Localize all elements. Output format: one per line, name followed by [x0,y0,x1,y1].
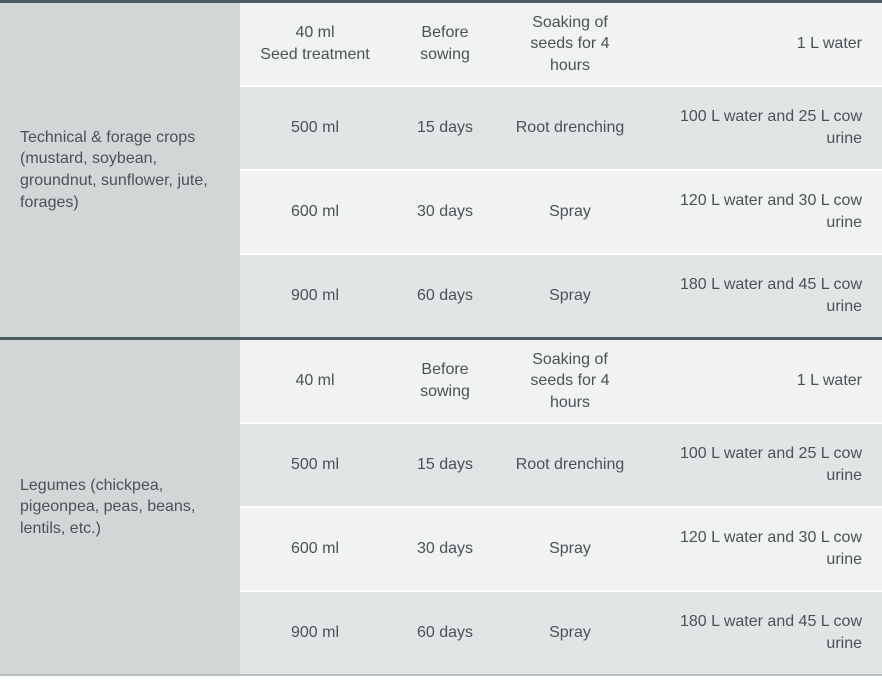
cell-method: Soaking of seeds for 4 hours [500,340,640,422]
cell-dose: 600 ml [240,171,390,253]
cell-dilution: 1 L water [640,3,882,85]
cell-dilution: 120 L water and 30 L cow urine [640,508,882,590]
cell-timing: 30 days [390,171,500,253]
table-border-bottom [0,674,882,676]
table: Technical & forage crops (mustard, soybe… [0,3,882,337]
cell-dilution: 1 L water [640,340,882,422]
cell-dose: 500 ml [240,424,390,506]
group-label-cell: Legumes (chickpea, pigeonpea, peas, bean… [0,340,240,674]
cell-dose: 900 ml [240,592,390,674]
cell-method: Spray [500,171,640,253]
cell-method: Spray [500,508,640,590]
cell-dilution: 100 L water and 25 L cow urine [640,87,882,169]
cell-timing: 15 days [390,87,500,169]
cell-method: Root drenching [500,87,640,169]
cell-timing: 60 days [390,255,500,337]
table-row: Technical & forage crops (mustard, soybe… [0,3,882,85]
table-row: Legumes (chickpea, pigeonpea, peas, bean… [0,340,882,422]
cell-method: Spray [500,592,640,674]
group-label: Technical & forage crops (mustard, soybe… [20,129,208,211]
cell-dilution: 100 L water and 25 L cow urine [640,424,882,506]
cell-dilution: 120 L water and 30 L cow urine [640,171,882,253]
cell-timing: 30 days [390,508,500,590]
table: Legumes (chickpea, pigeonpea, peas, bean… [0,340,882,674]
cell-method: Root drenching [500,424,640,506]
cell-timing: Before sowing [390,340,500,422]
cell-dose: 500 ml [240,87,390,169]
cell-method: Spray [500,255,640,337]
cell-dilution: 180 L water and 45 L cow urine [640,255,882,337]
cell-dose: 600 ml [240,508,390,590]
cell-timing: Before sowing [390,3,500,85]
cell-dilution: 180 L water and 45 L cow urine [640,592,882,674]
cell-dose: 900 ml [240,255,390,337]
cell-dose: 40 ml [240,340,390,422]
cell-timing: 15 days [390,424,500,506]
cell-timing: 60 days [390,592,500,674]
cell-dose: 40 mlSeed treatment [240,3,390,85]
group-label: Legumes (chickpea, pigeonpea, peas, bean… [20,477,195,537]
cell-method: Soaking of seeds for 4 hours [500,3,640,85]
dosage-table: Technical & forage crops (mustard, soybe… [0,0,882,676]
group-label-cell: Technical & forage crops (mustard, soybe… [0,3,240,337]
